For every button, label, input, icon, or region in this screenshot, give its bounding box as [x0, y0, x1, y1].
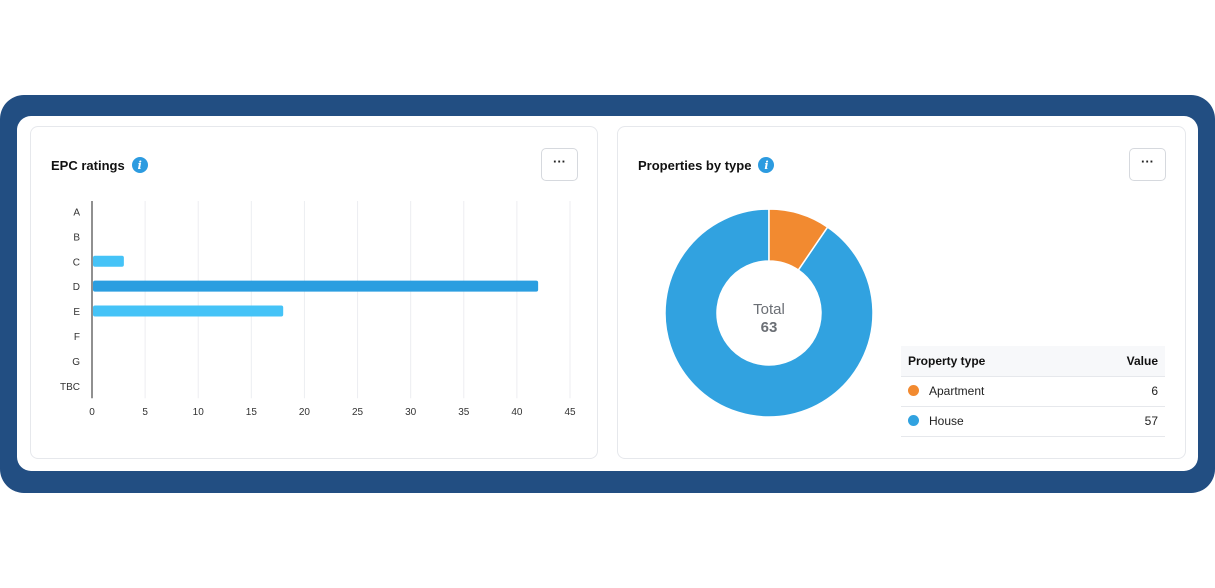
y-tick-label: G	[72, 357, 80, 368]
donut-center-label: Total	[753, 301, 785, 318]
bar	[93, 305, 284, 317]
epc-ratings-card: EPC ratings i ··· 0 5 10 15 20 25 30 35 40 45 A B C D…	[30, 126, 598, 459]
y-tick-label: TBC	[60, 382, 80, 393]
properties-by-type-title: Properties by type i	[638, 157, 775, 173]
y-tick-label: B	[73, 232, 80, 243]
epc-ratings-title: EPC ratings i	[51, 157, 148, 173]
x-tick-label: 15	[246, 407, 258, 418]
value-cell: 6	[1077, 376, 1165, 407]
x-tick-label: 5	[142, 407, 148, 418]
value-cell: 57	[1077, 406, 1165, 437]
y-tick-label: F	[74, 332, 80, 343]
properties-by-type-card: Properties by type i ··· Total 63 Proper…	[617, 126, 1186, 459]
legend-dot	[908, 415, 919, 426]
types-more-button[interactable]: ···	[1129, 148, 1166, 181]
x-tick-label: 30	[405, 407, 417, 418]
bar	[93, 280, 539, 292]
y-tick-label: C	[73, 257, 80, 268]
ellipsis-icon: ···	[553, 154, 566, 169]
donut-slice	[664, 208, 874, 418]
info-icon[interactable]: i	[131, 157, 148, 173]
x-tick-label: 0	[89, 407, 95, 418]
info-icon[interactable]: i	[758, 157, 775, 173]
y-tick-label: D	[73, 282, 80, 293]
dashboard-panel: EPC ratings i ··· 0 5 10 15 20 25 30 35 40 45 A B C D…	[17, 116, 1198, 471]
ellipsis-icon: ···	[1141, 154, 1154, 169]
y-tick-label: A	[73, 207, 80, 218]
properties-by-type-title-text: Properties by type	[638, 157, 752, 173]
column-header-value: Value	[1077, 346, 1165, 377]
donut-slice	[768, 208, 829, 272]
x-tick-label: 45	[564, 407, 576, 418]
epc-bar-chart: 0 5 10 15 20 25 30 35 40 45 A B C D E F G TBC	[60, 201, 576, 418]
y-tick-label: E	[73, 307, 80, 318]
table-row[interactable]: Apartment 6	[901, 376, 1165, 407]
dashboard-frame: EPC ratings i ··· 0 5 10 15 20 25 30 35 40 45 A B C D…	[0, 95, 1215, 493]
x-tick-label: 25	[352, 407, 364, 418]
table-row[interactable]: House 57	[901, 406, 1165, 437]
epc-more-button[interactable]: ···	[541, 148, 578, 181]
x-tick-label: 40	[511, 407, 523, 418]
column-header-property-type: Property type	[901, 346, 1078, 377]
properties-donut-chart: Total 63	[664, 208, 874, 418]
x-tick-label: 10	[193, 407, 205, 418]
property-type-label: Apartment	[929, 384, 985, 398]
table-header-row: Property type Value	[901, 346, 1165, 377]
epc-ratings-title-text: EPC ratings	[51, 157, 125, 173]
donut-center-value: 63	[761, 319, 778, 336]
property-type-cell: Apartment	[901, 376, 1078, 407]
x-tick-label: 35	[458, 407, 470, 418]
x-tick-label: 20	[299, 407, 311, 418]
property-type-label: House	[929, 414, 964, 428]
legend-dot	[908, 385, 919, 396]
bar	[93, 255, 124, 267]
property-type-cell: House	[901, 406, 1078, 437]
property-type-table: Property type Value Apartment 6 House	[901, 346, 1165, 437]
